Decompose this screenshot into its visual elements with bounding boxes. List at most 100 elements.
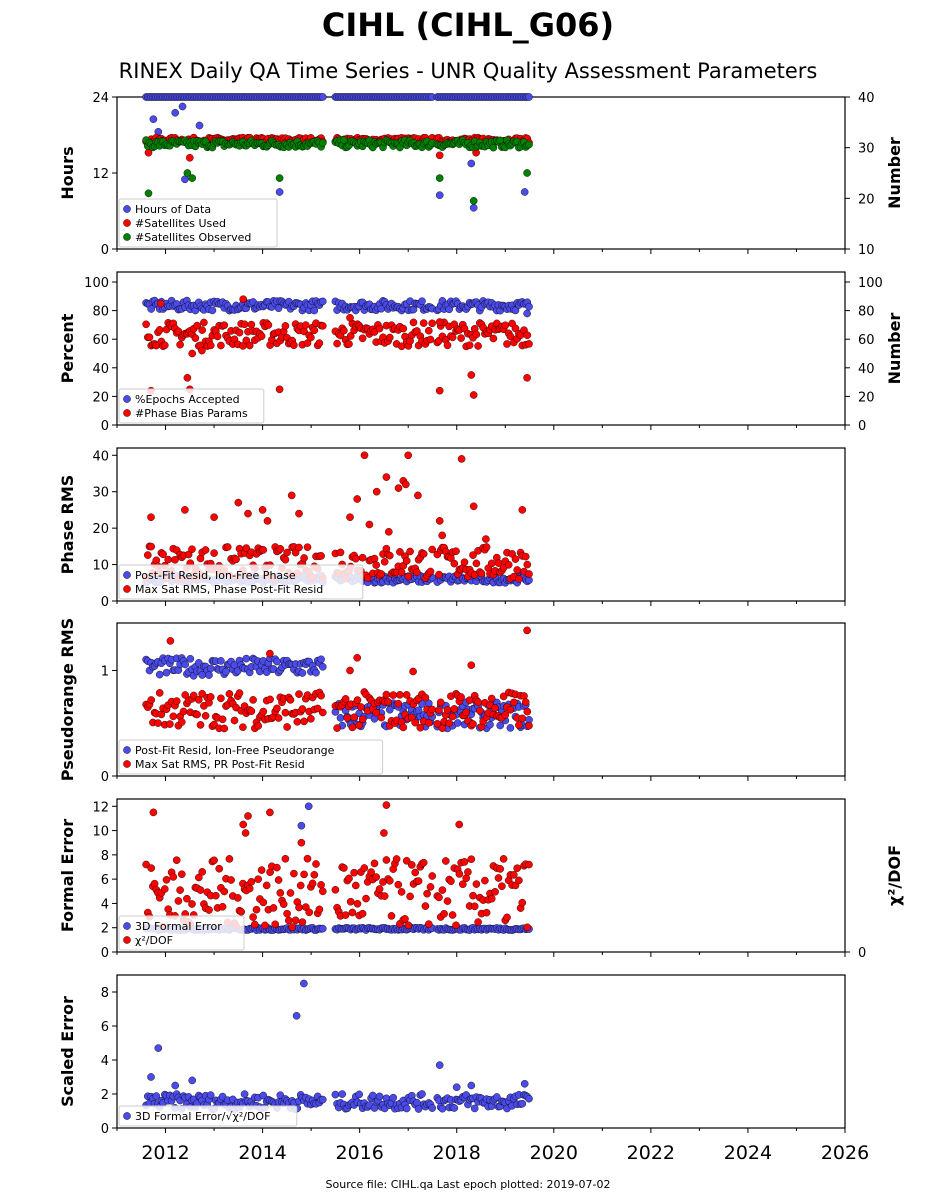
legend-label: Post-Fit Resid, Ion-Free Pseudorange: [135, 744, 335, 757]
data-point: [147, 696, 155, 704]
data-point: [345, 340, 353, 348]
data-point: [240, 1090, 249, 1098]
data-point: [205, 671, 213, 679]
data-point: [424, 718, 433, 727]
data-point: [341, 695, 350, 703]
data-point: [211, 891, 220, 900]
y-tick-label: 0: [101, 595, 109, 610]
data-point: [303, 543, 312, 552]
data-point: [345, 874, 353, 883]
data-point: [331, 886, 340, 894]
data-point: [513, 566, 522, 574]
data-point: [482, 543, 491, 551]
data-point: [423, 889, 431, 898]
data-points: [142, 93, 533, 212]
data-point: [494, 874, 503, 882]
legend-marker: [123, 760, 131, 768]
y-tick-label: 12: [92, 167, 109, 182]
data-point: [200, 318, 208, 327]
data-point: [250, 920, 259, 929]
data-point: [469, 720, 477, 728]
legend: %Epochs Accepted#Phase Bias Params: [118, 388, 265, 424]
data-point: [355, 1090, 364, 1099]
data-point: [205, 906, 213, 914]
data-point: [436, 698, 445, 707]
data-point: [380, 558, 389, 566]
legend-marker: [123, 219, 131, 227]
legend-marker: [123, 922, 131, 930]
data-point: [264, 321, 273, 329]
data-point: [404, 451, 413, 460]
x-tick-label: 2016: [335, 1142, 383, 1164]
data-point: [271, 920, 280, 929]
data-point: [249, 696, 257, 704]
data-point: [385, 877, 394, 885]
data-point: [465, 341, 474, 350]
data-points: [142, 295, 533, 399]
data-point: [474, 698, 482, 706]
data-point: [348, 723, 357, 732]
data-point: [305, 908, 314, 917]
data-point: [304, 802, 313, 811]
data-point: [469, 551, 477, 559]
y-tick-label: 2: [101, 922, 109, 937]
data-point: [464, 868, 472, 876]
data-point: [245, 884, 254, 893]
data-point: [353, 696, 362, 704]
data-point: [220, 724, 229, 733]
data-point: [266, 649, 274, 658]
data-point: [297, 821, 306, 830]
data-point: [409, 318, 418, 327]
data-point: [183, 373, 192, 382]
data-point: [346, 313, 354, 322]
data-point: [460, 558, 469, 567]
data-point: [467, 661, 476, 670]
data-point: [380, 829, 388, 837]
data-point: [365, 520, 374, 529]
data-point: [198, 326, 206, 334]
data-point: [188, 174, 196, 182]
y-right-tick-label: 0: [858, 946, 866, 961]
data-point: [185, 153, 194, 162]
data-point: [455, 820, 464, 829]
data-point: [147, 542, 155, 551]
data-point: [223, 543, 232, 551]
data-point: [375, 885, 384, 893]
data-point: [286, 889, 295, 897]
data-point: [414, 491, 422, 500]
data-point: [435, 1061, 444, 1069]
data-point: [273, 863, 281, 872]
data-point: [300, 979, 308, 988]
legend-label: #Satellites Used: [135, 217, 226, 230]
data-point: [333, 339, 341, 348]
data-point: [275, 174, 284, 182]
data-point: [206, 341, 215, 350]
data-point: [171, 556, 179, 564]
data-point: [455, 870, 464, 878]
data-point: [469, 391, 478, 399]
data-point: [217, 694, 225, 703]
data-point: [489, 334, 498, 343]
legend-marker: [123, 585, 131, 593]
data-point: [237, 908, 245, 916]
data-point: [523, 309, 531, 318]
y-tick-label: 0: [101, 243, 109, 258]
data-point: [169, 712, 178, 721]
data-point: [470, 902, 479, 911]
legend-label: Post-Fit Resid, Ion-Free Phase: [135, 569, 296, 582]
data-point: [208, 306, 217, 315]
data-point: [259, 546, 268, 554]
data-point: [196, 886, 205, 894]
data-point: [198, 868, 206, 876]
data-point: [213, 332, 222, 341]
data-point: [467, 855, 476, 864]
data-point: [160, 341, 169, 350]
data-point: [147, 305, 155, 313]
data-point: [477, 569, 486, 578]
data-point: [198, 690, 206, 698]
data-point: [145, 333, 154, 342]
data-point: [501, 321, 510, 330]
data-point: [389, 1093, 398, 1102]
data-point: [460, 858, 469, 866]
